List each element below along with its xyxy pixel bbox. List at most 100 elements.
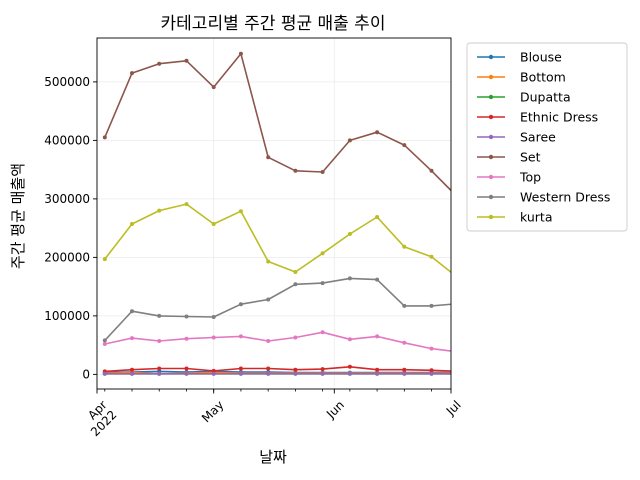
data-point [102, 338, 107, 343]
legend-item: Blouse [477, 50, 562, 65]
data-point [402, 303, 407, 308]
data-point [375, 277, 380, 282]
data-point [402, 340, 407, 345]
data-point [184, 314, 189, 319]
data-point [293, 168, 298, 173]
legend-swatch-marker [488, 174, 494, 180]
data-point [402, 244, 407, 249]
legend-swatch-marker [488, 94, 494, 100]
data-point [293, 367, 298, 372]
legend-item: Ethnic Dress [477, 110, 598, 125]
legend-label: Top [519, 170, 541, 185]
data-point [157, 313, 162, 318]
data-point [375, 215, 380, 219]
data-point [211, 85, 216, 90]
x-axis-label: 날짜 [259, 448, 287, 466]
series-line [104, 203, 451, 274]
data-point [293, 282, 298, 287]
legend: Blouse Bottom Dupatta Ethnic Dress Saree Set T… [466, 42, 628, 232]
data-point [238, 366, 243, 371]
legend-item: Saree [477, 130, 556, 145]
data-point [184, 366, 189, 371]
data-point [238, 302, 243, 307]
legend-swatch-marker [488, 134, 494, 140]
series-line [104, 331, 451, 352]
legend-label: Ethnic Dress [520, 110, 598, 125]
data-point [130, 367, 134, 372]
legend-label: Bottom [520, 70, 566, 85]
data-point [184, 202, 189, 207]
legend-swatch-marker [488, 74, 494, 80]
data-point [211, 315, 216, 319]
data-point [320, 371, 325, 376]
y-axis-label: 주간 평균 매출액 [9, 163, 27, 269]
series-saree [102, 371, 451, 376]
series-western-dress [102, 276, 451, 343]
legend-swatch-marker [488, 154, 494, 160]
data-point [429, 168, 434, 173]
data-point [347, 371, 352, 376]
data-point [102, 371, 107, 376]
data-point [320, 281, 325, 286]
data-point [347, 364, 352, 369]
legend-item: Set [477, 150, 541, 165]
series-ethnic-dress [102, 364, 451, 374]
data-point [211, 335, 216, 340]
legend-label: Blouse [520, 50, 562, 65]
data-point [102, 257, 107, 262]
series-line [104, 277, 451, 341]
data-point [266, 366, 271, 371]
legend-item: Bottom [477, 70, 566, 85]
data-point [238, 334, 243, 339]
data-point [347, 138, 352, 143]
data-point [320, 170, 325, 174]
data-point [266, 155, 271, 160]
data-point [375, 130, 380, 135]
data-point [347, 276, 352, 281]
legend-item: Western Dress [477, 190, 610, 205]
data-point [266, 339, 271, 343]
legend-label: Saree [520, 130, 556, 145]
data-point [238, 371, 243, 376]
data-point [347, 337, 352, 342]
data-point [293, 335, 298, 340]
data-point [293, 270, 298, 274]
data-point [211, 371, 216, 376]
data-point [157, 61, 162, 66]
data-point [102, 135, 107, 140]
legend-item: Dupatta [477, 90, 571, 105]
data-point [211, 222, 216, 226]
data-point [184, 336, 189, 341]
chart-title: 카테고리별 주간 평균 매출 추이 [161, 14, 386, 34]
data-point [320, 330, 325, 335]
y-tick-label: 400000 [44, 133, 90, 147]
data-point [102, 342, 107, 346]
legend-item: Top [477, 170, 541, 185]
data-point [429, 303, 434, 308]
data-point [429, 346, 434, 351]
data-point [429, 371, 434, 376]
series-line [104, 52, 451, 192]
data-point [184, 371, 189, 376]
data-point [211, 368, 216, 373]
data-point [130, 309, 134, 314]
data-point [402, 143, 407, 148]
y-tick-label: 200000 [44, 250, 90, 264]
data-point [320, 251, 325, 256]
data-point [375, 371, 380, 376]
data-point [429, 254, 434, 259]
data-point [238, 209, 243, 214]
y-tick-label: 100000 [44, 309, 90, 323]
axes-frame [96, 37, 452, 390]
data-point [375, 367, 380, 372]
data-point [347, 232, 352, 236]
data-point [320, 367, 325, 372]
legend-swatch-marker [488, 54, 494, 60]
data-point [157, 339, 162, 343]
series-line [104, 365, 451, 373]
legend-swatch-marker [488, 214, 494, 220]
data-point [429, 368, 434, 373]
data-point [184, 58, 189, 63]
data-point [157, 208, 162, 213]
